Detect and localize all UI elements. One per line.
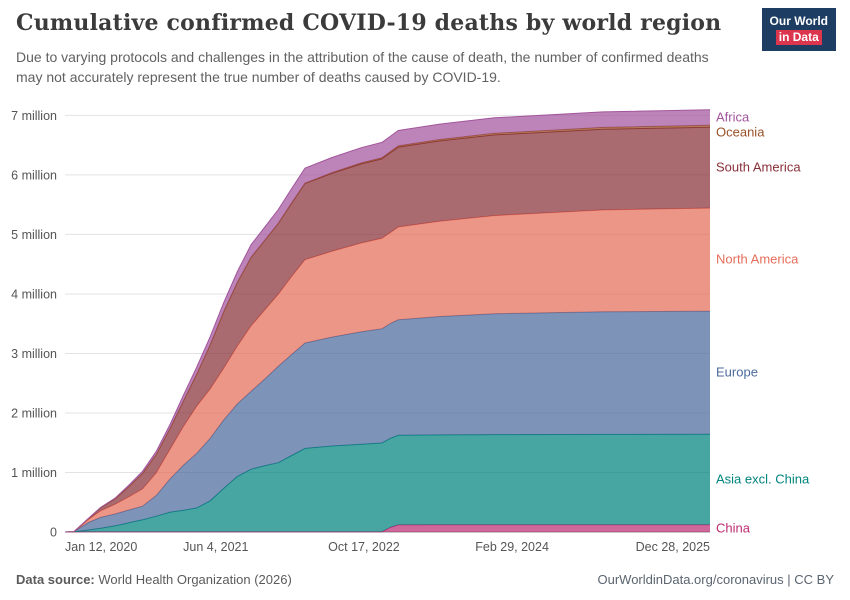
chart-subtitle: Due to varying protocols and challenges … (16, 49, 709, 85)
x-tick-label: Jun 4, 2021 (183, 540, 248, 554)
area-north-america[interactable] (65, 208, 710, 532)
owid-logo[interactable]: Our World in Data (761, 8, 836, 51)
series-label-oceania[interactable]: Oceania (716, 125, 765, 140)
page-title: Cumulative confirmed COVID-19 deaths by … (16, 10, 722, 36)
y-tick-label: 3 million (11, 347, 57, 361)
footer-credit[interactable]: OurWorldinData.org/coronavirus | CC BY (597, 572, 834, 587)
series-label-south-america[interactable]: South America (716, 160, 801, 175)
owid-logo-line2: in Data (775, 30, 822, 45)
y-tick-label: 5 million (11, 228, 57, 242)
area-europe[interactable] (65, 311, 710, 532)
data-source-value: World Health Organization (2026) (98, 572, 292, 587)
series-label-north-america[interactable]: North America (716, 252, 799, 267)
area-china[interactable] (65, 524, 710, 532)
y-tick-label: 4 million (11, 287, 57, 301)
x-tick-label: Jan 12, 2020 (65, 540, 137, 554)
series-label-africa[interactable]: Africa (716, 110, 750, 125)
data-source-label: Data source: (16, 572, 95, 587)
series-label-china[interactable]: China (716, 520, 751, 535)
area-top-africa (64, 109, 711, 533)
y-tick-label: 6 million (11, 168, 57, 182)
x-tick-label: Oct 17, 2022 (328, 540, 400, 554)
series-label-asia-excl-china[interactable]: Asia excl. China (716, 472, 810, 487)
x-tick-label: Feb 29, 2024 (475, 540, 549, 554)
y-tick-label: 7 million (11, 109, 57, 123)
y-tick-label: 0 (50, 526, 57, 540)
area-south-america[interactable] (65, 127, 710, 532)
y-tick-label: 2 million (11, 406, 57, 420)
x-tick-label: Dec 28, 2025 (636, 540, 710, 554)
owid-logo-line1: Our World (769, 14, 828, 28)
data-source: Data source: World Health Organization (… (16, 572, 292, 587)
series-label-europe[interactable]: Europe (716, 365, 758, 380)
y-tick-label: 1 million (11, 466, 57, 480)
area-asia-excl-china[interactable] (65, 434, 710, 532)
